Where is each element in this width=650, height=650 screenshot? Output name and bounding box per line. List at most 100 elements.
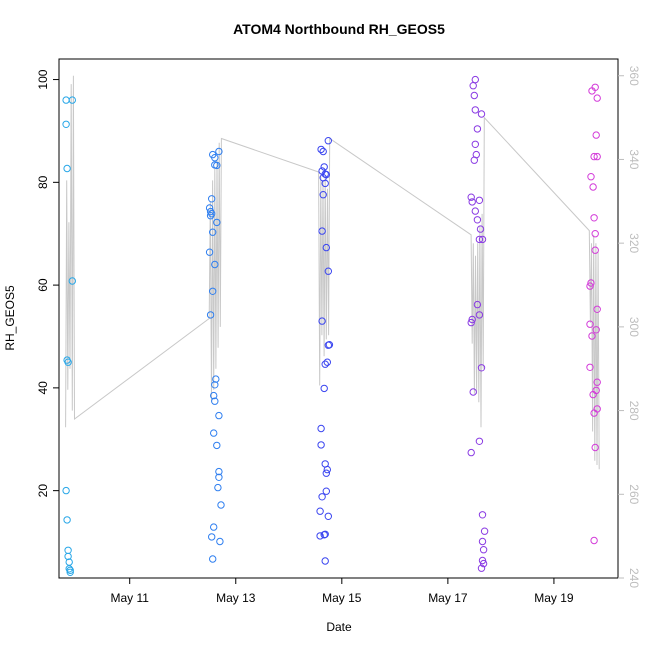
data-point <box>208 210 216 218</box>
data-point <box>320 163 328 171</box>
y-left-tick-label: 40 <box>36 381 50 395</box>
data-point <box>588 332 596 340</box>
data-point <box>63 164 71 173</box>
y-left-tick-label: 80 <box>36 175 50 189</box>
data-point <box>211 154 219 162</box>
data-point <box>215 411 223 420</box>
data-point <box>591 246 599 254</box>
data-point <box>215 473 223 481</box>
data-point <box>471 140 479 149</box>
data-point <box>480 527 489 535</box>
data-point <box>591 443 599 452</box>
data-point <box>209 228 217 236</box>
data-point <box>205 248 214 256</box>
data-point <box>477 110 486 118</box>
data-point <box>587 279 595 287</box>
data-point <box>469 388 477 396</box>
y-right-tick-label: 260 <box>627 484 641 504</box>
data-point <box>586 363 594 371</box>
data-point <box>62 486 70 495</box>
y-right-tick-label: 320 <box>627 233 641 253</box>
data-point <box>63 516 71 524</box>
data-point <box>209 287 217 295</box>
data-point <box>470 156 478 164</box>
data-point <box>322 243 330 252</box>
data-point <box>217 501 225 509</box>
data-point <box>211 397 219 405</box>
data-point <box>68 96 77 104</box>
data-point <box>68 277 77 285</box>
data-point <box>473 216 482 224</box>
data-point <box>589 183 597 191</box>
data-point <box>322 487 330 495</box>
data-point <box>475 311 484 319</box>
x-tick-label: May 11 <box>110 591 149 605</box>
x-tick-label: May 15 <box>322 591 362 605</box>
data-point <box>317 441 325 449</box>
y-left-tick-label: 60 <box>36 278 50 292</box>
data-point <box>323 358 331 366</box>
data-point <box>213 218 221 227</box>
data-point <box>210 523 218 531</box>
data-point <box>593 152 601 161</box>
data-point <box>475 437 484 445</box>
data-point <box>316 507 324 515</box>
data-point <box>210 429 218 437</box>
data-point <box>591 230 599 238</box>
data-point <box>324 267 332 275</box>
data-point <box>62 120 70 129</box>
data-point <box>65 565 73 573</box>
data-point <box>216 537 224 546</box>
x-tick-label: May 17 <box>428 591 468 605</box>
data-point <box>590 536 598 545</box>
data-point <box>211 381 219 389</box>
data-point <box>589 390 597 399</box>
data-point <box>318 493 326 501</box>
x-axis-label: Date <box>326 620 352 634</box>
data-point <box>586 320 594 328</box>
data-point <box>321 557 329 565</box>
y-axis-right: 240 260 280 300 320 340 360 <box>618 66 641 588</box>
data-point <box>322 170 330 179</box>
data-point <box>206 311 215 319</box>
data-point <box>593 94 601 102</box>
data-point <box>587 173 595 181</box>
data-point <box>475 235 484 244</box>
data-point <box>212 375 220 383</box>
data-point <box>473 300 482 309</box>
data-point <box>592 326 600 334</box>
data-point <box>478 537 487 546</box>
data-point <box>321 360 329 368</box>
y-right-tick-label: 360 <box>627 66 641 86</box>
data-point <box>215 467 223 476</box>
data-point <box>477 364 486 372</box>
data-point <box>323 465 331 474</box>
data-point <box>469 82 477 90</box>
data-point <box>592 131 600 139</box>
data-point <box>209 555 217 563</box>
y-axis-left: 20 40 60 80 100 <box>36 69 59 497</box>
x-tick-label: May 13 <box>216 591 256 605</box>
data-point <box>468 315 476 324</box>
series-line <box>65 75 600 470</box>
data-point <box>215 147 223 156</box>
data-point <box>470 91 478 100</box>
data-point <box>473 125 482 133</box>
data-point <box>320 384 328 393</box>
data-point <box>214 483 222 492</box>
data-point <box>591 83 599 92</box>
data-point <box>208 195 216 203</box>
y-right-tick-label: 280 <box>627 401 641 421</box>
data-point <box>324 512 332 520</box>
y-axis-label: RH_GEOS5 <box>3 285 17 351</box>
data-point <box>593 378 601 386</box>
data-point <box>317 145 325 154</box>
data-point <box>210 391 218 400</box>
y-left-tick-label: 100 <box>36 69 50 89</box>
points-layer <box>62 75 601 576</box>
data-point <box>325 341 334 349</box>
data-point <box>317 424 325 433</box>
y-right-tick-label: 340 <box>627 149 641 169</box>
data-point <box>471 207 479 215</box>
